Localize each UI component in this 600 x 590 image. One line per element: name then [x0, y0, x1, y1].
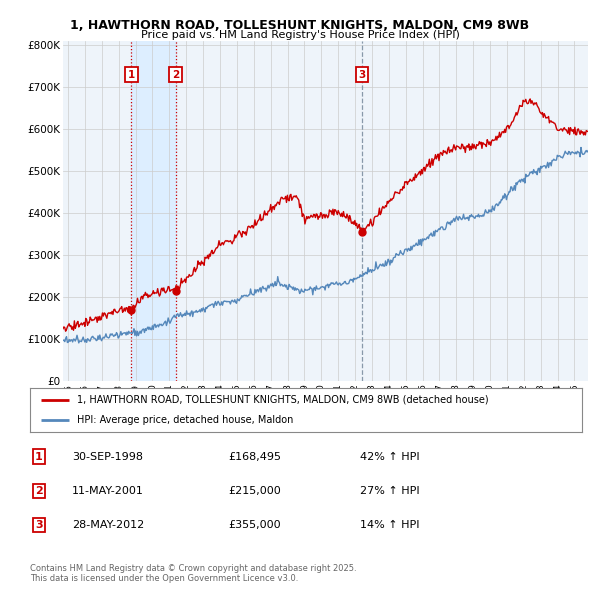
Text: 30-SEP-1998: 30-SEP-1998: [72, 452, 143, 461]
Text: Contains HM Land Registry data © Crown copyright and database right 2025.
This d: Contains HM Land Registry data © Crown c…: [30, 563, 356, 583]
Text: HPI: Average price, detached house, Maldon: HPI: Average price, detached house, Mald…: [77, 415, 293, 425]
Text: 2: 2: [172, 70, 179, 80]
Text: 1, HAWTHORN ROAD, TOLLESHUNT KNIGHTS, MALDON, CM9 8WB (detached house): 1, HAWTHORN ROAD, TOLLESHUNT KNIGHTS, MA…: [77, 395, 488, 405]
Text: 28-MAY-2012: 28-MAY-2012: [72, 520, 144, 530]
Text: 2: 2: [35, 486, 43, 496]
Text: 3: 3: [358, 70, 365, 80]
Text: £168,495: £168,495: [228, 452, 281, 461]
Text: 1: 1: [35, 452, 43, 461]
Text: 14% ↑ HPI: 14% ↑ HPI: [360, 520, 419, 530]
Text: £215,000: £215,000: [228, 486, 281, 496]
Text: 3: 3: [35, 520, 43, 530]
Bar: [131, 41, 176, 381]
Text: 42% ↑ HPI: 42% ↑ HPI: [360, 452, 419, 461]
Text: Price paid vs. HM Land Registry's House Price Index (HPI): Price paid vs. HM Land Registry's House …: [140, 30, 460, 40]
Text: 1: 1: [128, 70, 135, 80]
Text: 11-MAY-2001: 11-MAY-2001: [72, 486, 144, 496]
Text: 1, HAWTHORN ROAD, TOLLESHUNT KNIGHTS, MALDON, CM9 8WB: 1, HAWTHORN ROAD, TOLLESHUNT KNIGHTS, MA…: [70, 19, 530, 32]
Text: £355,000: £355,000: [228, 520, 281, 530]
Text: 27% ↑ HPI: 27% ↑ HPI: [360, 486, 419, 496]
